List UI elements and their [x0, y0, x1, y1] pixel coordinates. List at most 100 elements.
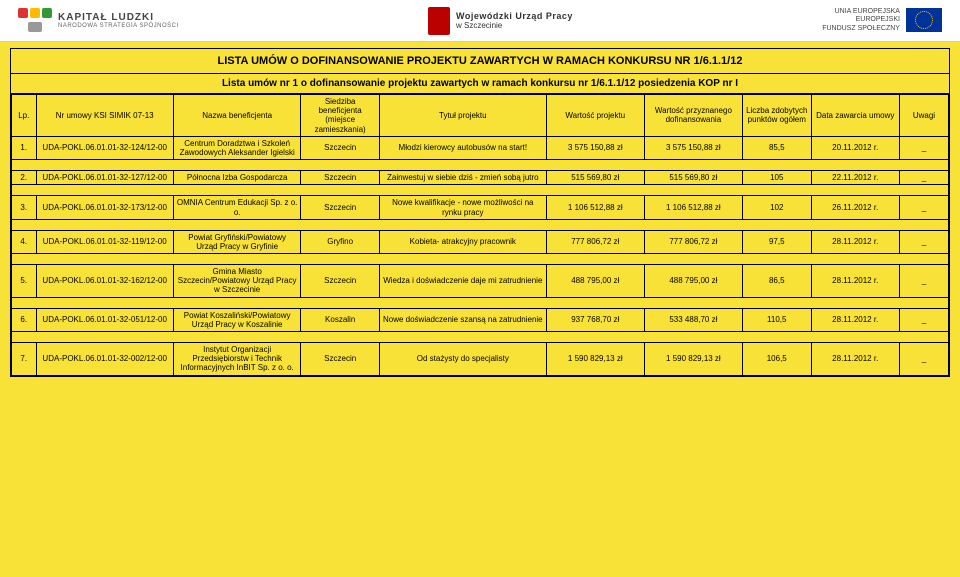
cell-pkt: 85,5	[742, 136, 811, 159]
cell-dof: 515 569,80 zł	[644, 171, 742, 185]
cell-dof: 488 795,00 zł	[644, 265, 742, 298]
kl-mark-icon	[18, 8, 52, 34]
gap-row	[12, 160, 949, 171]
cell-wart: 488 795,00 zł	[546, 265, 644, 298]
cell-wart: 777 806,72 zł	[546, 230, 644, 253]
cell-wart: 1 106 512,88 zł	[546, 196, 644, 219]
wup-line1: Wojewódzki Urząd Pracy	[456, 11, 573, 21]
kl-title: KAPITAŁ LUDZKI	[58, 12, 179, 23]
col-pkt: Liczba zdobytych punktów ogółem	[742, 95, 811, 137]
cell-nr: UDA-POKL.06.01.01-32-002/12-00	[36, 343, 173, 376]
cell-dof: 533 488,70 zł	[644, 308, 742, 331]
cell-nr: UDA-POKL.06.01.01-32-173/12-00	[36, 196, 173, 219]
cell-tytul: Nowe kwalifikacje - nowe możliwości na r…	[379, 196, 546, 219]
cell-data: 28.11.2012 r.	[811, 343, 899, 376]
eu-line3: FUNDUSZ SPOŁECZNY	[822, 25, 900, 33]
sub-title: Lista umów nr 1 o dofinansowanie projekt…	[11, 74, 949, 94]
col-nr: Nr umowy KSI SIMIK 07-13	[36, 95, 173, 137]
cell-ben: Gmina Miasto Szczecin/Powiatowy Urząd Pr…	[173, 265, 301, 298]
cell-data: 28.11.2012 r.	[811, 265, 899, 298]
eu-line1: UNIA EUROPEJSKA	[822, 8, 900, 16]
logo-header: KAPITAŁ LUDZKI NARODOWA STRATEGIA SPÓJNO…	[0, 0, 960, 42]
cell-pkt: 97,5	[742, 230, 811, 253]
logo-wup: Wojewódzki Urząd Pracy w Szczecinie	[428, 7, 573, 35]
cell-ben: Powiat Koszaliński/Powiatowy Urząd Pracy…	[173, 308, 301, 331]
cell-dof: 3 575 150,88 zł	[644, 136, 742, 159]
cell-siedz: Szczecin	[301, 265, 379, 298]
cell-siedz: Szczecin	[301, 171, 379, 185]
cell-ben: Centrum Doradztwa i Szkoleń Zawodowych A…	[173, 136, 301, 159]
eu-text: UNIA EUROPEJSKA EUROPEJSKI FUNDUSZ SPOŁE…	[822, 8, 900, 33]
cell-pkt: 106,5	[742, 343, 811, 376]
kl-sub: NARODOWA STRATEGIA SPÓJNOŚCI	[58, 23, 179, 29]
table-row: 6.UDA-POKL.06.01.01-32-051/12-00Powiat K…	[12, 308, 949, 331]
main-title: LISTA UMÓW O DOFINANSOWANIE PROJEKTU ZAW…	[10, 48, 950, 74]
cell-data: 28.11.2012 r.	[811, 308, 899, 331]
gap-row	[12, 254, 949, 265]
cell-wart: 1 590 829,13 zł	[546, 343, 644, 376]
cell-tytul: Kobieta- atrakcyjny pracownik	[379, 230, 546, 253]
cell-nr: UDA-POKL.06.01.01-32-124/12-00	[36, 136, 173, 159]
cell-ben: OMNIA Centrum Edukacji Sp. z o. o.	[173, 196, 301, 219]
cell-nr: UDA-POKL.06.01.01-32-051/12-00	[36, 308, 173, 331]
cell-ben: Północna Izba Gospodarcza	[173, 171, 301, 185]
cell-siedz: Szczecin	[301, 196, 379, 219]
cell-data: 20.11.2012 r.	[811, 136, 899, 159]
cell-uw: _	[899, 136, 948, 159]
gap-row	[12, 185, 949, 196]
cell-dof: 777 806,72 zł	[644, 230, 742, 253]
col-siedz: Siedziba beneficjenta (miejsce zamieszka…	[301, 95, 379, 137]
table-row: 7.UDA-POKL.06.01.01-32-002/12-00Instytut…	[12, 343, 949, 376]
table-row: 2.UDA-POKL.06.01.01-32-127/12-00Północna…	[12, 171, 949, 185]
cell-dof: 1 590 829,13 zł	[644, 343, 742, 376]
table-header-row: Lp. Nr umowy KSI SIMIK 07-13 Nazwa benef…	[12, 95, 949, 137]
cell-lp: 6.	[12, 308, 37, 331]
cell-data: 28.11.2012 r.	[811, 230, 899, 253]
cell-nr: UDA-POKL.06.01.01-32-127/12-00	[36, 171, 173, 185]
cell-lp: 7.	[12, 343, 37, 376]
cell-uw: _	[899, 171, 948, 185]
cell-lp: 2.	[12, 171, 37, 185]
cell-tytul: Nowe doświadczenie szansą na zatrudnieni…	[379, 308, 546, 331]
cell-tytul: Od stażysty do specjalisty	[379, 343, 546, 376]
cell-pkt: 102	[742, 196, 811, 219]
cell-tytul: Zainwestuj w siebie dziś - zmień sobą ju…	[379, 171, 546, 185]
col-tytul: Tytuł projektu	[379, 95, 546, 137]
cell-siedz: Szczecin	[301, 343, 379, 376]
col-dof: Wartość przyznanego dofinansowania	[644, 95, 742, 137]
col-data: Data zawarcia umowy	[811, 95, 899, 137]
cell-uw: _	[899, 196, 948, 219]
cell-nr: UDA-POKL.06.01.01-32-162/12-00	[36, 265, 173, 298]
table-row: 1.UDA-POKL.06.01.01-32-124/12-00Centrum …	[12, 136, 949, 159]
cell-wart: 515 569,80 zł	[546, 171, 644, 185]
cell-uw: _	[899, 343, 948, 376]
eu-flag-icon	[906, 8, 942, 32]
wup-line2: w Szczecinie	[456, 21, 573, 30]
cell-data: 26.11.2012 r.	[811, 196, 899, 219]
cell-siedz: Koszalin	[301, 308, 379, 331]
table-row: 4.UDA-POKL.06.01.01-32-119/12-00Powiat G…	[12, 230, 949, 253]
cell-nr: UDA-POKL.06.01.01-32-119/12-00	[36, 230, 173, 253]
gap-row	[12, 297, 949, 308]
griffin-icon	[428, 7, 450, 35]
gap-row	[12, 332, 949, 343]
cell-pkt: 110,5	[742, 308, 811, 331]
cell-lp: 4.	[12, 230, 37, 253]
cell-tytul: Wiedza i doświadczenie daje mi zatrudnie…	[379, 265, 546, 298]
page-body: LISTA UMÓW O DOFINANSOWANIE PROJEKTU ZAW…	[0, 42, 960, 377]
cell-tytul: Młodzi kierowcy autobusów na start!	[379, 136, 546, 159]
cell-uw: _	[899, 230, 948, 253]
logo-kapital-ludzki: KAPITAŁ LUDZKI NARODOWA STRATEGIA SPÓJNO…	[18, 8, 179, 34]
cell-ben: Powiat Gryfiński/Powiatowy Urząd Pracy w…	[173, 230, 301, 253]
logo-eu: UNIA EUROPEJSKA EUROPEJSKI FUNDUSZ SPOŁE…	[822, 8, 942, 33]
cell-lp: 3.	[12, 196, 37, 219]
col-wart: Wartość projektu	[546, 95, 644, 137]
cell-lp: 5.	[12, 265, 37, 298]
cell-siedz: Gryfino	[301, 230, 379, 253]
contracts-table: Lp. Nr umowy KSI SIMIK 07-13 Nazwa benef…	[11, 94, 949, 376]
cell-ben: Instytut Organizacji Przedsiębiorstw i T…	[173, 343, 301, 376]
cell-siedz: Szczecin	[301, 136, 379, 159]
cell-uw: _	[899, 308, 948, 331]
gap-row	[12, 219, 949, 230]
table-row: 3.UDA-POKL.06.01.01-32-173/12-00OMNIA Ce…	[12, 196, 949, 219]
